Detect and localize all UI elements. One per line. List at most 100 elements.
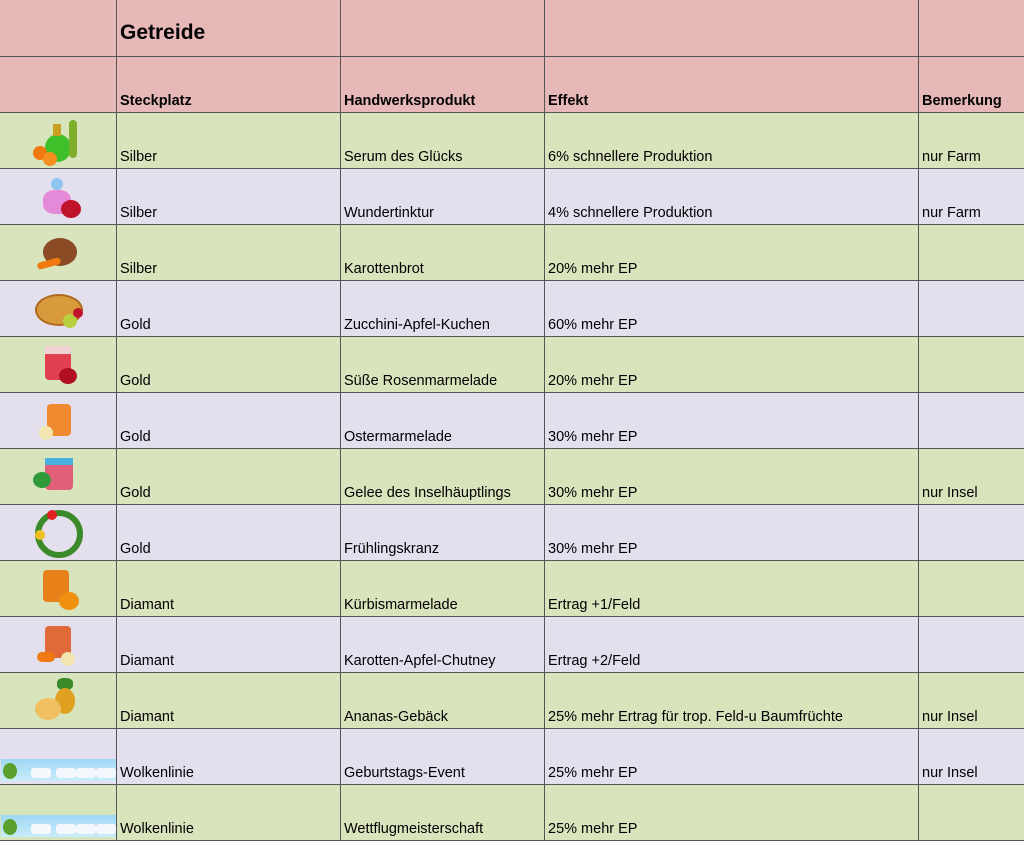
product-cell[interactable]: Geburtstags-Event <box>341 729 545 784</box>
product-cell[interactable]: Ananas-Gebäck <box>341 673 545 728</box>
table-row: Diamant Kürbismarmelade Ertrag +1/Feld <box>0 561 1024 617</box>
chutney-jar-icon <box>31 620 85 670</box>
effect-cell[interactable]: 30% mehr EP <box>545 505 919 560</box>
icon-cell[interactable] <box>0 617 117 672</box>
note-cell[interactable] <box>919 393 1024 448</box>
note-cell[interactable] <box>919 225 1024 280</box>
product-cell[interactable]: Frühlingskranz <box>341 505 545 560</box>
pineapple-pastry-icon <box>31 676 85 726</box>
cell[interactable] <box>545 0 919 56</box>
slot-cell[interactable]: Diamant <box>117 561 341 616</box>
effect-cell[interactable]: 6% schnellere Produktion <box>545 113 919 168</box>
product-cell[interactable]: Gelee des Inselhäuptlings <box>341 449 545 504</box>
cell[interactable] <box>0 0 117 56</box>
effect-cell[interactable]: 60% mehr EP <box>545 281 919 336</box>
icon-cell[interactable] <box>0 225 117 280</box>
icon-cell[interactable] <box>0 505 117 560</box>
note-cell[interactable] <box>919 337 1024 392</box>
note-cell[interactable] <box>919 505 1024 560</box>
green-perfume-bottle-icon <box>31 116 85 166</box>
icon-cell[interactable] <box>0 113 117 168</box>
table-row: Gold Frühlingskranz 30% mehr EP <box>0 505 1024 561</box>
header-note[interactable]: Bemerkung <box>919 57 1024 112</box>
table-row: Diamant Ananas-Gebäck 25% mehr Ertrag für … <box>0 673 1024 729</box>
table-row: Wolkenlinie Wettflugmeisterschaft 25% mehr… <box>0 785 1024 841</box>
slot-cell[interactable]: Silber <box>117 225 341 280</box>
slot-cell[interactable]: Gold <box>117 449 341 504</box>
table-row: Silber Serum des Glücks 6% schnellere Prod… <box>0 113 1024 169</box>
table-title[interactable]: Getreide <box>117 0 341 56</box>
product-cell[interactable]: Karottenbrot <box>341 225 545 280</box>
product-cell[interactable]: Kürbismarmelade <box>341 561 545 616</box>
slot-cell[interactable]: Wolkenlinie <box>117 785 341 840</box>
header-product[interactable]: Handwerksprodukt <box>341 57 545 112</box>
icon-cell[interactable] <box>0 785 117 840</box>
pumpkin-jam-jar-icon <box>31 564 85 614</box>
effect-cell[interactable]: 20% mehr EP <box>545 225 919 280</box>
slot-cell[interactable]: Gold <box>117 505 341 560</box>
icon-cell[interactable] <box>0 729 117 784</box>
table-row: Gold Zucchini-Apfel-Kuchen 60% mehr EP <box>0 281 1024 337</box>
icon-cell[interactable] <box>0 281 117 336</box>
easter-jam-jar-icon <box>31 396 85 446</box>
note-cell[interactable]: nur Insel <box>919 673 1024 728</box>
note-cell[interactable] <box>919 617 1024 672</box>
note-cell[interactable] <box>919 561 1024 616</box>
cell[interactable] <box>919 0 1024 56</box>
table-row: Silber Karottenbrot 20% mehr EP <box>0 225 1024 281</box>
slot-cell[interactable]: Diamant <box>117 617 341 672</box>
table-row: Gold Ostermarmelade 30% mehr EP <box>0 393 1024 449</box>
slot-cell[interactable]: Gold <box>117 393 341 448</box>
product-cell[interactable]: Ostermarmelade <box>341 393 545 448</box>
cloud-line-planes-strip-icon <box>1 815 116 837</box>
header-slot[interactable]: Steckplatz <box>117 57 341 112</box>
product-cell[interactable]: Wundertinktur <box>341 169 545 224</box>
slot-cell[interactable]: Gold <box>117 337 341 392</box>
effect-cell[interactable]: 30% mehr EP <box>545 449 919 504</box>
note-cell[interactable] <box>919 281 1024 336</box>
note-cell[interactable]: nur Insel <box>919 729 1024 784</box>
table-row: Silber Wundertinktur 4% schnellere Produkt… <box>0 169 1024 225</box>
icon-cell[interactable] <box>0 393 117 448</box>
product-cell[interactable]: Karotten-Apfel-Chutney <box>341 617 545 672</box>
effect-cell[interactable]: 25% mehr Ertrag für trop. Feld-u Baumfrü… <box>545 673 919 728</box>
slot-cell[interactable]: Wolkenlinie <box>117 729 341 784</box>
slot-cell[interactable]: Diamant <box>117 673 341 728</box>
effect-cell[interactable]: 25% mehr EP <box>545 785 919 840</box>
pink-perfume-rose-icon <box>31 172 85 222</box>
header-effect[interactable]: Effekt <box>545 57 919 112</box>
apple-pie-icon <box>31 284 85 334</box>
cell[interactable] <box>341 0 545 56</box>
note-cell[interactable]: nur Insel <box>919 449 1024 504</box>
product-cell[interactable]: Wettflugmeisterschaft <box>341 785 545 840</box>
slot-cell[interactable]: Silber <box>117 113 341 168</box>
table-row: Gold Gelee des Inselhäuptlings 30% mehr EP… <box>0 449 1024 505</box>
spring-wreath-icon <box>31 508 85 558</box>
effect-cell[interactable]: Ertrag +2/Feld <box>545 617 919 672</box>
note-cell[interactable]: nur Farm <box>919 113 1024 168</box>
effect-cell[interactable]: 20% mehr EP <box>545 337 919 392</box>
product-cell[interactable]: Süße Rosenmarmelade <box>341 337 545 392</box>
icon-cell[interactable] <box>0 673 117 728</box>
note-cell[interactable]: nur Farm <box>919 169 1024 224</box>
slot-cell[interactable]: Silber <box>117 169 341 224</box>
effect-cell[interactable]: 30% mehr EP <box>545 393 919 448</box>
icon-cell[interactable] <box>0 337 117 392</box>
effect-cell[interactable]: 4% schnellere Produktion <box>545 169 919 224</box>
table-row: Diamant Karotten-Apfel-Chutney Ertrag +2/F… <box>0 617 1024 673</box>
slot-cell[interactable]: Gold <box>117 281 341 336</box>
carrot-bread-icon <box>31 228 85 278</box>
header-row: Steckplatz Handwerksprodukt Effekt Bemer… <box>0 57 1024 113</box>
product-cell[interactable]: Zucchini-Apfel-Kuchen <box>341 281 545 336</box>
table-row: Wolkenlinie Geburtstags-Event 25% mehr EP n… <box>0 729 1024 785</box>
title-row: Getreide <box>0 0 1024 57</box>
effect-cell[interactable]: 25% mehr EP <box>545 729 919 784</box>
effect-cell[interactable]: Ertrag +1/Feld <box>545 561 919 616</box>
icon-cell[interactable] <box>0 169 117 224</box>
note-cell[interactable] <box>919 785 1024 840</box>
icon-cell[interactable] <box>0 561 117 616</box>
icon-cell[interactable] <box>0 449 117 504</box>
cell[interactable] <box>0 57 117 112</box>
product-cell[interactable]: Serum des Glücks <box>341 113 545 168</box>
